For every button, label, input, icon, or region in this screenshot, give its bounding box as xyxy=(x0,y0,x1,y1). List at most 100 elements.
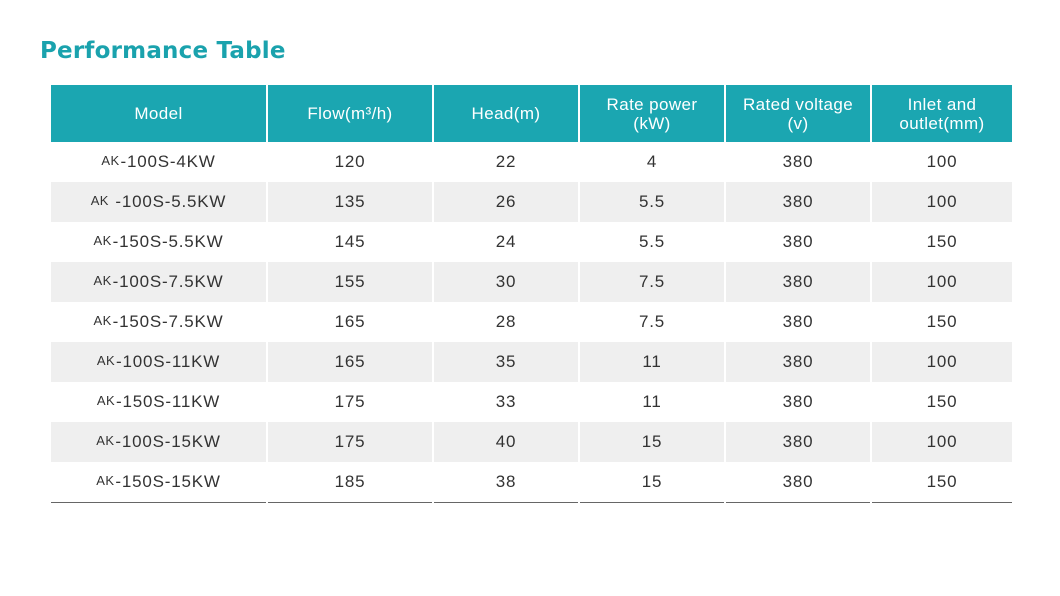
column-header-line: Flow(m³/h) xyxy=(307,104,393,123)
cell-voltage: 380 xyxy=(724,182,871,222)
model-name: -100S-11KW xyxy=(116,352,221,371)
cell-power: 11 xyxy=(578,382,725,422)
table-row: AK-100S-11KW 165 35 11 380 100 xyxy=(51,342,1012,382)
cell-head: 33 xyxy=(432,382,579,422)
model-prefix: AK xyxy=(96,353,116,368)
cell-outlet: 150 xyxy=(870,382,1012,422)
table-header: Model Flow(m³/h) Head(m) Rate power (kW) Rate… xyxy=(51,85,1012,142)
cell-flow: 155 xyxy=(266,262,433,302)
cell-power: 7.5 xyxy=(578,302,725,342)
cell-head: 30 xyxy=(432,262,579,302)
cell-power: 11 xyxy=(578,342,725,382)
cell-voltage: 380 xyxy=(724,142,871,182)
cell-outlet: 100 xyxy=(870,342,1012,382)
table-row: AK-100S-7.5KW 155 30 7.5 380 100 xyxy=(51,262,1012,302)
table-row: AK-100S-4KW 120 22 4 380 100 xyxy=(51,142,1012,182)
cell-power: 15 xyxy=(578,462,725,503)
table-row: AK-150S-5.5KW 145 24 5.5 380 150 xyxy=(51,222,1012,262)
cell-model: AK-150S-7.5KW xyxy=(51,302,267,342)
cell-head: 26 xyxy=(432,182,579,222)
cell-voltage: 380 xyxy=(724,342,871,382)
cell-power: 5.5 xyxy=(578,222,725,262)
cell-head: 24 xyxy=(432,222,579,262)
cell-model: AK-150S-5.5KW xyxy=(51,222,267,262)
table-row: AK-150S-7.5KW 165 28 7.5 380 150 xyxy=(51,302,1012,342)
model-name: -100S-7.5KW xyxy=(112,272,224,291)
header-row: Model Flow(m³/h) Head(m) Rate power (kW) Rate… xyxy=(51,85,1012,142)
model-name: -150S-5.5KW xyxy=(112,232,224,251)
cell-head: 38 xyxy=(432,462,579,503)
cell-power: 4 xyxy=(578,142,725,182)
cell-outlet: 100 xyxy=(870,422,1012,462)
cell-model: AK-150S-11KW xyxy=(51,382,267,422)
model-name: -100S-15KW xyxy=(115,432,221,451)
cell-outlet: 100 xyxy=(870,262,1012,302)
column-header-model: Model xyxy=(51,85,267,142)
column-header-line: Rate power xyxy=(606,94,698,114)
column-header-head: Head(m) xyxy=(432,85,579,142)
cell-power: 5.5 xyxy=(578,182,725,222)
cell-flow: 185 xyxy=(266,462,433,503)
column-header-line: Head(m) xyxy=(471,104,541,123)
cell-head: 22 xyxy=(432,142,579,182)
cell-voltage: 380 xyxy=(724,222,871,262)
cell-head: 35 xyxy=(432,342,579,382)
cell-voltage: 380 xyxy=(724,462,871,503)
model-name: -100S-5.5KW xyxy=(109,192,227,211)
table-row: AK-150S-15KW 185 38 15 380 150 xyxy=(51,462,1012,503)
column-header-line: (kW) xyxy=(633,113,671,133)
cell-head: 40 xyxy=(432,422,579,462)
model-prefix: AK xyxy=(96,393,116,408)
cell-outlet: 100 xyxy=(870,182,1012,222)
model-prefix: AK xyxy=(90,193,109,208)
cell-flow: 120 xyxy=(266,142,433,182)
table-row: AK-150S-11KW 175 33 11 380 150 xyxy=(51,382,1012,422)
column-header-flow: Flow(m³/h) xyxy=(266,85,433,142)
column-header-inlet-outlet: Inlet and outlet(mm) xyxy=(870,85,1012,142)
column-header-rate-power: Rate power (kW) xyxy=(578,85,725,142)
cell-flow: 145 xyxy=(266,222,433,262)
cell-model: AK-100S-4KW xyxy=(51,142,267,182)
column-header-rated-voltage: Rated voltage (v) xyxy=(724,85,871,142)
column-header-line: Rated voltage xyxy=(742,94,854,114)
model-name: -150S-11KW xyxy=(116,392,221,411)
model-prefix: AK xyxy=(93,313,112,328)
cell-voltage: 380 xyxy=(724,262,871,302)
model-name: -150S-15KW xyxy=(115,472,221,491)
cell-flow: 135 xyxy=(266,182,433,222)
table-row: AK -100S-5.5KW 135 26 5.5 380 100 xyxy=(51,182,1012,222)
cell-flow: 175 xyxy=(266,382,433,422)
cell-outlet: 150 xyxy=(870,302,1012,342)
cell-outlet: 100 xyxy=(870,142,1012,182)
cell-voltage: 380 xyxy=(724,422,871,462)
model-prefix: AK xyxy=(96,473,115,488)
column-header-line: Inlet and xyxy=(907,94,977,114)
cell-model: AK-150S-15KW xyxy=(51,462,267,503)
cell-model: AK -100S-5.5KW xyxy=(51,182,267,222)
cell-model: AK-100S-7.5KW xyxy=(51,262,267,302)
table-body: AK-100S-4KW 120 22 4 380 100 AK -100S-5.5KW 135… xyxy=(51,142,1012,503)
table-row: AK-100S-15KW 175 40 15 380 100 xyxy=(51,422,1012,462)
model-prefix: AK xyxy=(101,153,120,168)
cell-voltage: 380 xyxy=(724,302,871,342)
cell-flow: 175 xyxy=(266,422,433,462)
column-header-line: outlet(mm) xyxy=(899,113,985,133)
cell-model: AK-100S-15KW xyxy=(51,422,267,462)
cell-voltage: 380 xyxy=(724,382,871,422)
page-title: Performance Table xyxy=(40,38,286,64)
model-prefix: AK xyxy=(93,273,112,288)
cell-power: 7.5 xyxy=(578,262,725,302)
cell-flow: 165 xyxy=(266,342,433,382)
column-header-line: (v) xyxy=(787,113,809,133)
model-prefix: AK xyxy=(93,233,112,248)
cell-power: 15 xyxy=(578,422,725,462)
cell-flow: 165 xyxy=(266,302,433,342)
cell-head: 28 xyxy=(432,302,579,342)
cell-outlet: 150 xyxy=(870,462,1012,503)
cell-outlet: 150 xyxy=(870,222,1012,262)
column-header-line: Model xyxy=(134,104,183,123)
model-name: -100S-4KW xyxy=(120,152,216,171)
model-name: -150S-7.5KW xyxy=(112,312,224,331)
performance-table: Model Flow(m³/h) Head(m) Rate power (kW) Rate… xyxy=(51,85,1012,503)
cell-model: AK-100S-11KW xyxy=(51,342,267,382)
